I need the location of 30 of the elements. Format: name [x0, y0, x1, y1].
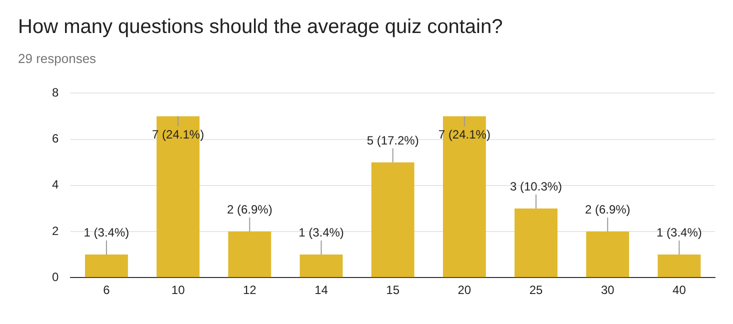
- bar: [228, 232, 272, 278]
- x-tick-label: 12: [242, 283, 257, 298]
- x-tick-label: 6: [103, 283, 110, 298]
- chart-title: How many questions should the average quiz contain?: [17, 15, 504, 39]
- chart-subtitle: 29 responses: [17, 50, 98, 66]
- data-label: 1 (3.4%): [84, 226, 130, 240]
- data-label: 1 (3.4%): [298, 226, 344, 240]
- x-tick-label: 40: [672, 283, 686, 298]
- x-tick-label: 20: [458, 283, 472, 298]
- data-label: 2 (6.9%): [226, 202, 272, 216]
- bar: [84, 254, 128, 278]
- bar: [586, 232, 630, 278]
- y-tick-label: 8: [52, 86, 59, 100]
- x-tick-label: 15: [386, 283, 400, 298]
- y-tick-label: 0: [52, 270, 59, 284]
- x-tick-label: 25: [529, 283, 544, 298]
- bar: [514, 208, 558, 278]
- data-label: 1 (3.4%): [656, 226, 702, 240]
- y-tick-label: 4: [52, 178, 59, 192]
- bar: [658, 254, 701, 278]
- y-tick-label: 6: [52, 132, 59, 146]
- data-label: 3 (10.3%): [510, 179, 562, 194]
- bar: [300, 254, 343, 278]
- data-label: 5 (17.2%): [366, 133, 419, 148]
- x-tick-label: 30: [600, 283, 615, 298]
- data-label: 2 (6.9%): [584, 202, 630, 216]
- y-tick-label: 2: [52, 224, 59, 238]
- x-tick-label: 10: [171, 283, 186, 298]
- x-tick-label: 14: [314, 283, 328, 298]
- bar: [371, 162, 414, 278]
